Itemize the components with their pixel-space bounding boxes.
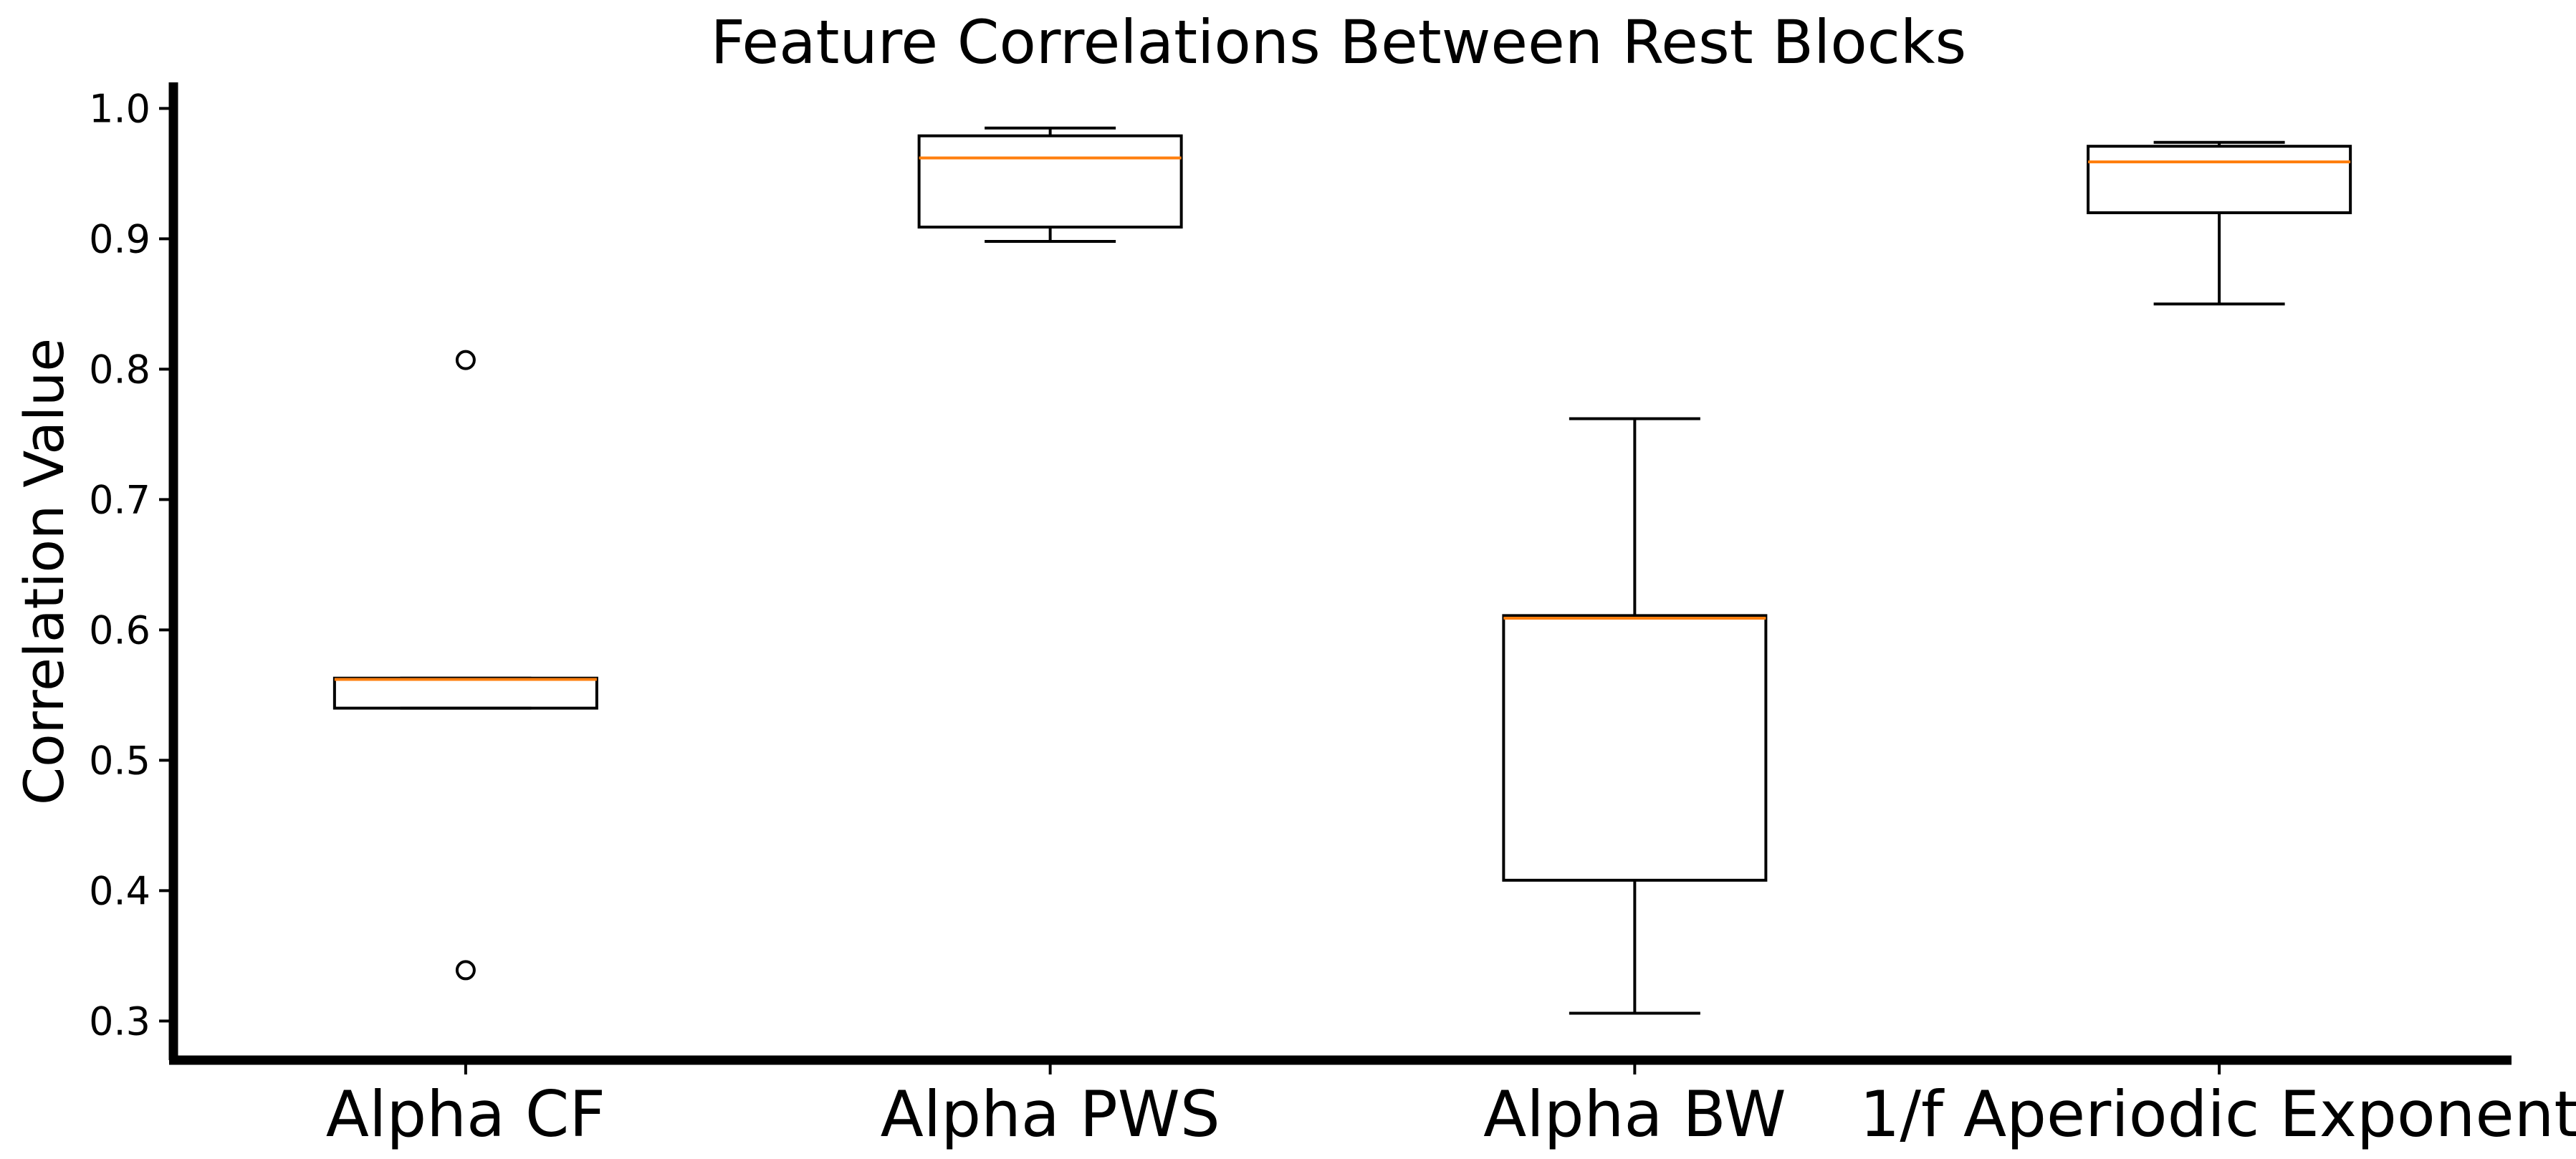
box-group-3 xyxy=(1502,417,1768,1015)
box-group-1 xyxy=(332,350,598,981)
box-group-4 xyxy=(2087,140,2352,306)
box-group-2 xyxy=(917,126,1183,244)
x-tick-label: Alpha BW xyxy=(1483,1077,1786,1151)
outlier-point xyxy=(455,350,476,370)
box xyxy=(1502,614,1768,882)
x-tick-label: Alpha PWS xyxy=(881,1077,1220,1151)
y-tick-label: 0.9 xyxy=(89,216,150,261)
y-tick-label: 0.5 xyxy=(89,738,150,783)
y-tick-label: 1.0 xyxy=(89,86,150,131)
y-tick-label: 0.6 xyxy=(89,607,150,653)
x-tick-label: 1/f Aperiodic Exponent xyxy=(1859,1077,2576,1151)
y-axis-label: Correlation Value xyxy=(12,338,76,805)
outlier-point xyxy=(455,960,476,981)
x-axis: Alpha CF Alpha PWS Alpha BW 1/f Aperiodic E… xyxy=(169,1055,2576,1151)
y-tick-label: 0.7 xyxy=(89,477,150,522)
x-tick-label: Alpha CF xyxy=(326,1077,605,1151)
box xyxy=(2087,145,2352,214)
box xyxy=(332,676,598,710)
box xyxy=(917,134,1183,229)
y-tick-label: 0.3 xyxy=(89,999,150,1044)
y-axis: 0.3 0.4 0.5 0.6 0.7 0.8 0.9 1.0 xyxy=(89,82,178,1060)
y-tick-label: 0.8 xyxy=(89,347,150,392)
y-tick-label: 0.4 xyxy=(89,868,150,913)
plot-area xyxy=(332,126,2352,1015)
chart-title: Feature Correlations Between Rest Blocks xyxy=(711,7,1967,77)
